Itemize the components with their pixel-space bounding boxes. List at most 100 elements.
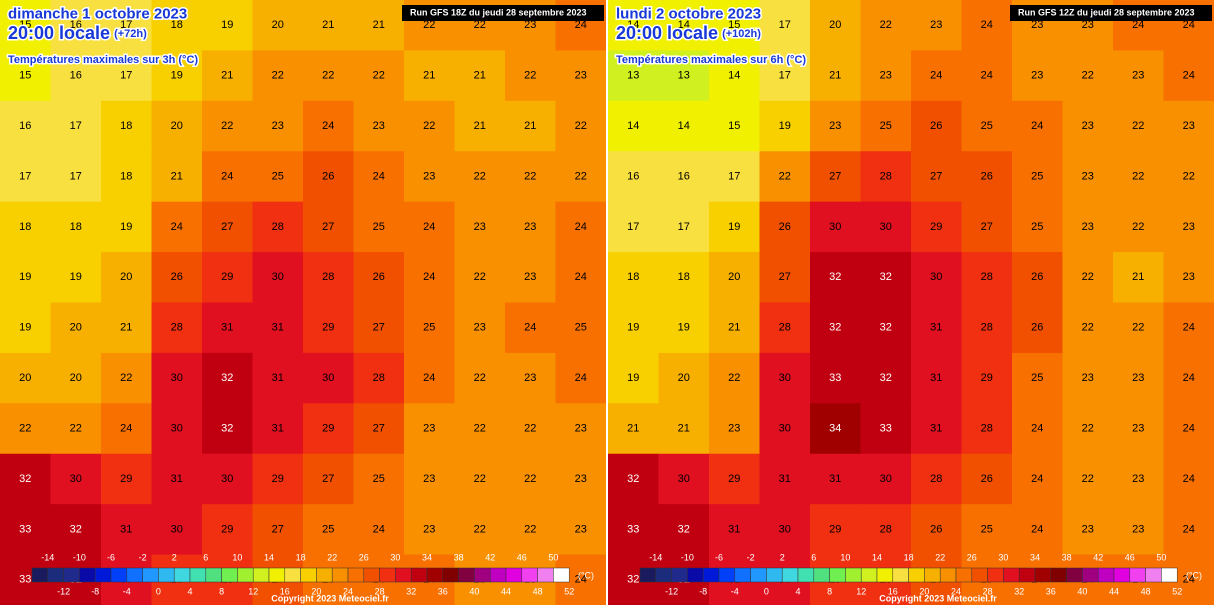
temp-value: 22 [120, 372, 132, 384]
temp-cell [101, 403, 152, 455]
temp-value: 27 [322, 221, 334, 233]
legend-tick: -10 [73, 552, 86, 562]
temp-cell [303, 252, 354, 303]
temp-value: 30 [829, 221, 841, 233]
temp-value: 31 [930, 372, 942, 384]
legend-swatch [766, 567, 783, 583]
legend-tick: 16 [280, 586, 290, 596]
map-subtitle: Températures maximales sur 3h (°C) [8, 54, 198, 66]
temp-cell [1163, 201, 1214, 253]
temp-cell [505, 403, 556, 455]
legend-tick: 14 [872, 552, 882, 562]
temp-value: 31 [930, 322, 942, 334]
temp-cell [1012, 100, 1063, 152]
temp-cell [0, 201, 51, 253]
temp-cell [353, 453, 405, 505]
temp-value: 26 [779, 221, 791, 233]
legend-tick: 46 [1125, 552, 1135, 562]
temp-value: 29 [120, 473, 132, 485]
temp-value: 20 [120, 271, 132, 283]
temp-cell [608, 352, 659, 404]
temp-value: 28 [171, 322, 183, 334]
temp-value: 24 [1132, 19, 1144, 31]
legend-tick: 24 [951, 586, 961, 596]
panel-divider [606, 0, 608, 605]
temp-cell [1012, 252, 1063, 303]
legend-swatch [189, 567, 207, 583]
temp-cell [1062, 302, 1114, 354]
temp-cell [860, 50, 912, 102]
temp-cell [658, 352, 710, 404]
forecast-date: dimanche 1 octobre 2023 [8, 5, 187, 22]
legend-tick: 12 [856, 586, 866, 596]
temp-cell [353, 50, 405, 102]
temp-value: 18 [678, 271, 690, 283]
temp-value: 30 [171, 523, 183, 535]
temp-value: 14 [678, 19, 690, 31]
temp-cell [961, 151, 1013, 203]
temp-cell [961, 201, 1013, 253]
legend-tick: -10 [681, 552, 694, 562]
temp-cell [101, 201, 152, 253]
temp-value: 21 [678, 422, 690, 434]
temp-value: 18 [120, 170, 132, 182]
legend-swatch [474, 567, 491, 583]
temp-cell [911, 252, 962, 303]
temp-value: 24 [120, 422, 132, 434]
temp-cell [759, 151, 811, 203]
temp-value: 22 [1132, 170, 1144, 182]
run-box [402, 5, 604, 21]
temp-value: 27 [930, 170, 942, 182]
legend-tick: 40 [469, 586, 479, 596]
temp-cell [810, 352, 861, 404]
temp-value: 19 [120, 221, 132, 233]
temp-cell [555, 50, 607, 102]
temp-value: 31 [171, 473, 183, 485]
legend-swatch [860, 567, 878, 583]
temp-cell [709, 0, 760, 51]
temp-cell [555, 403, 607, 455]
legend-tick: 50 [1156, 552, 1166, 562]
legend-swatch [1050, 567, 1067, 583]
temp-cell [1163, 453, 1214, 505]
temp-cell [759, 403, 811, 455]
temp-cell [404, 504, 455, 556]
legend-tick: 44 [1109, 586, 1119, 596]
temp-cell [911, 504, 962, 556]
temp-cell [759, 504, 811, 556]
temp-value: 22 [1132, 120, 1144, 132]
legend-swatch [829, 567, 846, 583]
temp-value: 22 [779, 170, 791, 182]
temp-value: 24 [930, 70, 942, 82]
legend-tick: 44 [501, 586, 511, 596]
run-info: Run GFS 18Z du jeudi 28 septembre 2023 [410, 7, 587, 17]
temp-value: 33 [19, 523, 31, 535]
temp-cell [658, 453, 710, 505]
temp-value: 25 [1031, 372, 1043, 384]
temp-value: 32 [70, 523, 82, 535]
temp-cell [911, 100, 962, 152]
temp-value: 17 [728, 170, 740, 182]
temp-value: 21 [221, 70, 233, 82]
temp-value: 22 [575, 120, 587, 132]
temp-value: 24 [1183, 70, 1195, 82]
temp-cell [1163, 151, 1214, 203]
temp-cell [303, 50, 354, 102]
temp-cell [0, 453, 51, 505]
legend-tick: 52 [564, 586, 574, 596]
temp-cell [1163, 403, 1214, 455]
temp-cell [961, 403, 1013, 455]
temp-value: 31 [728, 523, 740, 535]
temp-value: 24 [1031, 523, 1043, 535]
temp-value: 23 [524, 221, 536, 233]
temp-value: 22 [474, 473, 486, 485]
temp-value: 23 [829, 120, 841, 132]
temp-value: 29 [221, 271, 233, 283]
temp-value: 24 [524, 322, 536, 334]
temp-value: 17 [627, 221, 639, 233]
temp-cell [608, 453, 659, 505]
temp-value: 24 [1183, 322, 1195, 334]
temp-cell [252, 302, 304, 354]
temp-cell [608, 252, 659, 303]
